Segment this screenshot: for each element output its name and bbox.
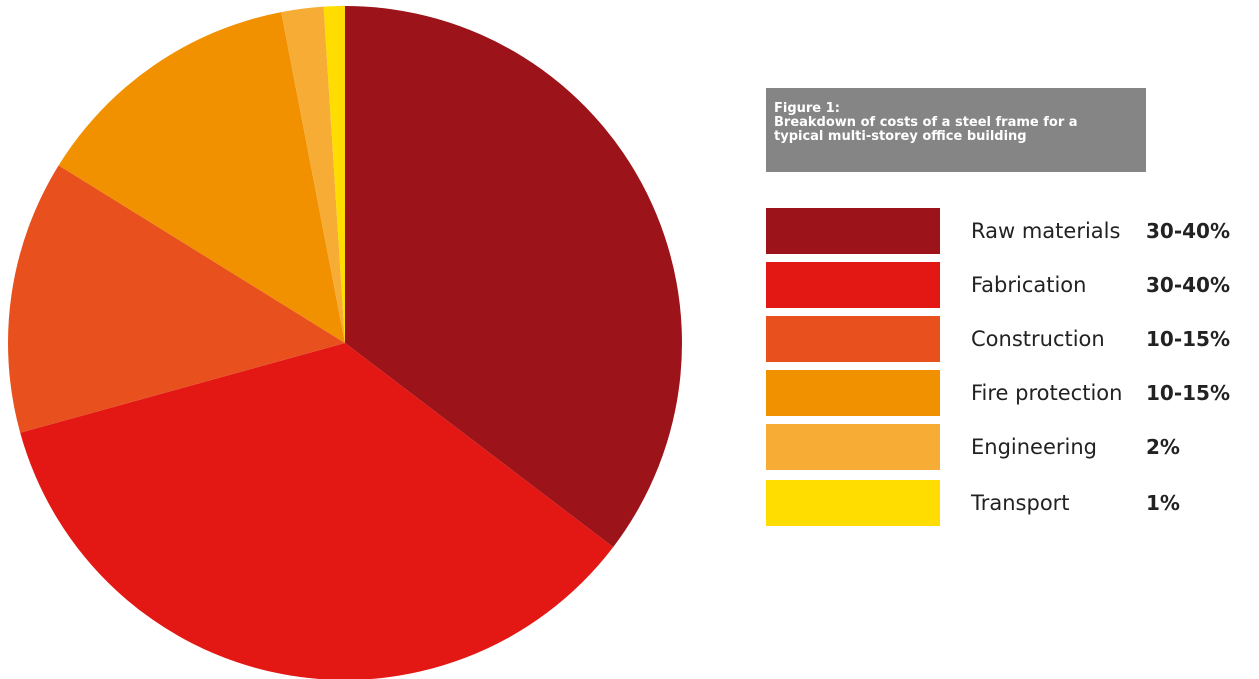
- legend-value: 1%: [1146, 491, 1180, 515]
- legend-label: Construction: [971, 327, 1105, 351]
- pie-slice-construction: [8, 165, 345, 433]
- legend-value: 2%: [1146, 435, 1180, 459]
- legend-value: 10-15%: [1146, 381, 1231, 405]
- legend-swatch: [766, 424, 940, 470]
- legend-swatch: [766, 316, 940, 362]
- legend-label: Raw materials: [971, 219, 1121, 243]
- legend-value: 30-40%: [1146, 273, 1231, 297]
- legend-swatch: [766, 370, 940, 416]
- legend-item-engineering: Engineering 2%: [766, 424, 1259, 470]
- legend-item-fire-protection: Fire protection 10-15%: [766, 370, 1259, 416]
- pie-slice-transport: [323, 6, 345, 343]
- figure-number: Figure 1:: [774, 101, 840, 116]
- legend-swatch: [766, 262, 940, 308]
- figure-caption: Figure 1: Breakdown of costs of a steel …: [766, 88, 1146, 172]
- pie-slice-engineering: [281, 6, 345, 344]
- pie-slice-fire-protection: [58, 12, 345, 344]
- legend-item-transport: Transport 1%: [766, 480, 1259, 526]
- pie-slice-raw-materials: [345, 6, 682, 548]
- pie-chart: [8, 6, 682, 679]
- legend-item-raw-materials: Raw materials 30-40%: [766, 208, 1259, 254]
- figure-title-line-1: Breakdown of costs of a steel frame for …: [774, 115, 1078, 130]
- legend-value: 10-15%: [1146, 327, 1231, 351]
- legend-item-fabrication: Fabrication 30-40%: [766, 262, 1259, 308]
- legend-value: 30-40%: [1146, 219, 1231, 243]
- legend-label: Fire protection: [971, 381, 1123, 405]
- legend-swatch: [766, 480, 940, 526]
- legend-label: Transport: [971, 491, 1070, 515]
- legend-item-construction: Construction 10-15%: [766, 316, 1259, 362]
- figure-title-line-2: typical multi-storey office building: [774, 129, 1027, 144]
- legend-label: Fabrication: [971, 273, 1087, 297]
- legend-swatch: [766, 208, 940, 254]
- pie-slice-fabrication: [20, 343, 614, 679]
- legend-label: Engineering: [971, 435, 1097, 459]
